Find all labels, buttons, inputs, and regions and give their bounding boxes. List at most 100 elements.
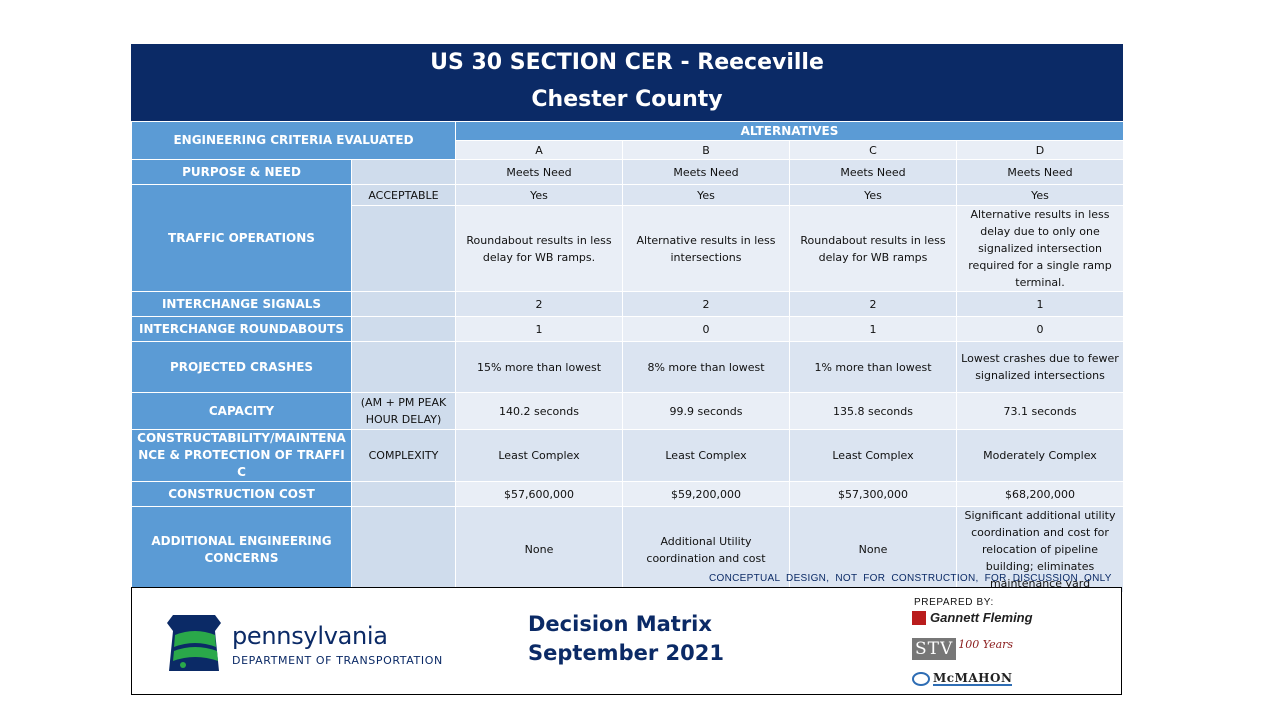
criterion-sub: ACCEPTABLE — [351, 184, 456, 206]
value-b: Yes — [622, 184, 790, 206]
stv-logo: STV 100 Years — [912, 638, 1013, 660]
firm-name: Gannett Fleming — [930, 610, 1033, 625]
criterion-sub: COMPLEXITY — [351, 429, 456, 482]
prepared-by-label: PREPARED BY: — [914, 597, 994, 608]
county-title: Chester County — [531, 87, 723, 112]
criterion-sub — [351, 205, 456, 292]
value-b: 99.9 seconds — [622, 392, 790, 430]
value-b: Additional Utility coordination and cost — [622, 506, 790, 593]
value-d: Meets Need — [956, 159, 1124, 185]
firm-name: McMAHON — [933, 671, 1013, 686]
value-d: Significant additional utility coordinat… — [956, 506, 1124, 593]
agency-department: DEPARTMENT OF TRANSPORTATION — [232, 654, 443, 667]
value-a: 15% more than lowest — [455, 341, 623, 393]
header-row: ENGINEERING CRITERIA EVALUATED ALTERNATI… — [131, 121, 1124, 160]
mcmahon-swoosh-icon — [912, 672, 930, 686]
row-concerns: ADDITIONAL ENGINEERING CONCERNS None Add… — [131, 506, 1124, 593]
value-a: None — [455, 506, 623, 593]
gannett-fleming-logo: Gannett Fleming — [912, 610, 1033, 625]
value-b: 0 — [622, 316, 790, 342]
value-a: Meets Need — [455, 159, 623, 185]
criteria-table: ENGINEERING CRITERIA EVALUATED ALTERNATI… — [131, 121, 1124, 593]
value-c: Meets Need — [789, 159, 957, 185]
value-c: 2 — [789, 291, 957, 317]
document-date: September 2021 — [528, 641, 724, 665]
row-roundabouts: INTERCHANGE ROUNDABOUTS 1 0 1 0 — [131, 316, 1124, 342]
footer-panel: pennsylvania DEPARTMENT OF TRANSPORTATIO… — [131, 587, 1122, 695]
value-c: 135.8 seconds — [789, 392, 957, 430]
value-c: 1% more than lowest — [789, 341, 957, 393]
value-d: Lowest crashes due to fewer signalized i… — [956, 341, 1124, 393]
value-d: Moderately Complex — [956, 429, 1124, 482]
value-b: 8% more than lowest — [622, 341, 790, 393]
criterion-sub — [351, 506, 456, 593]
gannett-fleming-icon — [912, 610, 926, 625]
row-crashes: PROJECTED CRASHES 15% more than lowest 8… — [131, 341, 1124, 393]
value-c: Roundabout results in less delay for WB … — [789, 205, 957, 292]
penndot-keystone-icon — [167, 615, 221, 671]
criterion-sub: (AM + PM PEAK HOUR DELAY) — [351, 392, 456, 430]
criterion-sub — [351, 159, 456, 185]
value-b: Meets Need — [622, 159, 790, 185]
criteria-header: ENGINEERING CRITERIA EVALUATED — [131, 121, 456, 160]
criterion-label: INTERCHANGE ROUNDABOUTS — [131, 316, 352, 342]
criterion-label: INTERCHANGE SIGNALS — [131, 291, 352, 317]
criterion-sub — [351, 316, 456, 342]
alt-d-label: D — [956, 140, 1124, 160]
value-d: Alternative results in less delay due to… — [956, 205, 1124, 292]
criterion-label: PROJECTED CRASHES — [131, 341, 352, 393]
value-b: Alternative results in less intersection… — [622, 205, 790, 292]
value-a: 140.2 seconds — [455, 392, 623, 430]
value-c: $57,300,000 — [789, 481, 957, 507]
mcmahon-logo: McMAHON — [912, 671, 1013, 686]
row-signals: INTERCHANGE SIGNALS 2 2 2 1 — [131, 291, 1124, 317]
criterion-label: CAPACITY — [131, 392, 352, 430]
agency-name: pennsylvania — [232, 622, 388, 650]
firm-anniversary: 100 Years — [958, 638, 1014, 651]
document-title-block: Decision Matrix September 2021 — [528, 610, 724, 668]
value-c: 1 — [789, 316, 957, 342]
value-b: $59,200,000 — [622, 481, 790, 507]
disclaimer-text: CONCEPTUAL DESIGN, NOT FOR CONSTRUCTION,… — [709, 573, 1112, 584]
value-d: Yes — [956, 184, 1124, 206]
document-title: Decision Matrix — [528, 612, 712, 636]
row-purpose: PURPOSE & NEED Meets Need Meets Need Mee… — [131, 159, 1124, 185]
decision-matrix: US 30 SECTION CER - Reeceville Chester C… — [131, 44, 1124, 593]
value-c: Yes — [789, 184, 957, 206]
value-d: 73.1 seconds — [956, 392, 1124, 430]
alt-a-label: A — [455, 140, 623, 160]
criterion-sub — [351, 341, 456, 393]
value-d: $68,200,000 — [956, 481, 1124, 507]
criterion-sub — [351, 291, 456, 317]
value-a: 1 — [455, 316, 623, 342]
alt-b-label: B — [622, 140, 790, 160]
value-a: Yes — [455, 184, 623, 206]
criterion-label: CONSTRUCTABILITY/MAINTENANCE & PROTECTIO… — [131, 429, 352, 482]
alternatives-header: ALTERNATIVES — [455, 121, 1124, 141]
value-a: Least Complex — [455, 429, 623, 482]
criterion-label: TRAFFIC OPERATIONS — [131, 184, 352, 292]
value-b: 2 — [622, 291, 790, 317]
row-cost: CONSTRUCTION COST $57,600,000 $59,200,00… — [131, 481, 1124, 507]
value-d: 1 — [956, 291, 1124, 317]
criterion-label: CONSTRUCTION COST — [131, 481, 352, 507]
row-capacity: CAPACITY (AM + PM PEAK HOUR DELAY) 140.2… — [131, 392, 1124, 430]
criterion-sub — [351, 481, 456, 507]
value-c: None — [789, 506, 957, 593]
penndot-wordmark: pennsylvania DEPARTMENT OF TRANSPORTATIO… — [232, 622, 443, 667]
row-traffic: Roundabout results in less delay for WB … — [132, 205, 1124, 292]
value-d: 0 — [956, 316, 1124, 342]
project-title: US 30 SECTION CER - Reeceville — [430, 50, 824, 75]
row-constructability: CONSTRUCTABILITY/MAINTENANCE & PROTECTIO… — [131, 429, 1124, 482]
title-banner: US 30 SECTION CER - Reeceville Chester C… — [131, 44, 1123, 121]
criterion-label: ADDITIONAL ENGINEERING CONCERNS — [131, 506, 352, 593]
value-a: Roundabout results in less delay for WB … — [455, 205, 623, 292]
alt-c-label: C — [789, 140, 957, 160]
value-a: 2 — [455, 291, 623, 317]
value-c: Least Complex — [789, 429, 957, 482]
row-traffic-acceptable: TRAFFIC OPERATIONS ACCEPTABLE Yes Yes Ye… — [131, 184, 1124, 292]
value-b: Least Complex — [622, 429, 790, 482]
value-a: $57,600,000 — [455, 481, 623, 507]
criterion-label: PURPOSE & NEED — [131, 159, 352, 185]
firm-name: STV — [912, 638, 957, 660]
